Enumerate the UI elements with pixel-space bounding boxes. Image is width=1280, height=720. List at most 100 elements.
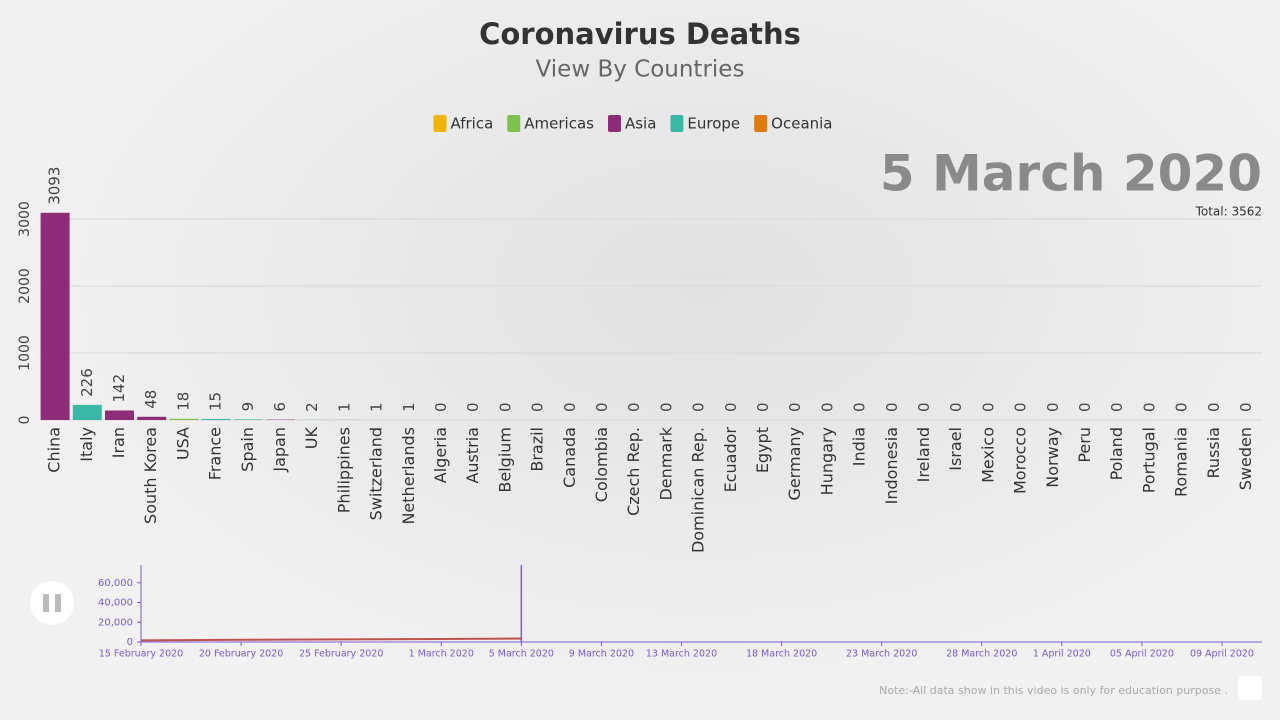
x-tick-label: Portugal bbox=[1139, 427, 1158, 493]
line-series bbox=[140, 637, 522, 642]
y-tick-label: 0 bbox=[17, 416, 33, 425]
value-label: 9 bbox=[239, 402, 257, 412]
value-label: 0 bbox=[1140, 402, 1158, 412]
logo bbox=[1238, 676, 1262, 700]
bar bbox=[105, 410, 134, 420]
x-tick-label: Ecuador bbox=[721, 427, 740, 493]
value-label: 0 bbox=[1173, 402, 1191, 412]
x-tick-label: Colombia bbox=[592, 427, 611, 502]
bar bbox=[137, 416, 167, 420]
value-label: 0 bbox=[1205, 402, 1223, 412]
x-tick-label: Norway bbox=[1043, 427, 1062, 488]
legend-swatch bbox=[507, 115, 521, 132]
bar bbox=[72, 404, 102, 420]
value-label: 0 bbox=[1012, 402, 1030, 412]
value-label: 0 bbox=[657, 402, 675, 412]
y-tick-label: 0 bbox=[127, 637, 133, 648]
x-tick-label: Switzerland bbox=[367, 427, 386, 520]
x-tick-label: Morocco bbox=[1011, 427, 1030, 494]
x-tick-label: 5 March 2020 bbox=[489, 649, 554, 660]
x-tick-label: Brazil bbox=[528, 427, 547, 472]
x-tick-label: Algeria bbox=[431, 427, 450, 483]
x-tick-label: Poland bbox=[1107, 427, 1126, 480]
x-tick-label: France bbox=[206, 427, 225, 480]
x-tick-label: 1 March 2020 bbox=[409, 649, 474, 660]
value-label: 1 bbox=[368, 402, 386, 412]
legend-label: Africa bbox=[450, 115, 493, 133]
date-label: 5 March 2020 bbox=[880, 145, 1262, 203]
value-label: 0 bbox=[1237, 402, 1255, 412]
x-tick-label: Russia bbox=[1204, 427, 1223, 478]
value-label: 142 bbox=[110, 374, 128, 403]
y-tick-label: 60,000 bbox=[98, 578, 133, 589]
pause-button[interactable] bbox=[30, 581, 74, 625]
chart-title: Coronavirus Deaths bbox=[479, 17, 801, 51]
x-tick-label: 23 March 2020 bbox=[846, 649, 917, 660]
x-tick-label: Canada bbox=[560, 427, 579, 488]
legend-swatch bbox=[670, 115, 684, 132]
value-label: 0 bbox=[529, 402, 547, 412]
x-tick-label: Iran bbox=[109, 427, 128, 458]
x-tick-label: Egypt bbox=[753, 427, 772, 473]
value-label: 18 bbox=[174, 392, 192, 411]
x-tick-label: Austria bbox=[463, 427, 482, 484]
x-tick-label: Ireland bbox=[914, 427, 933, 482]
y-tick-label: 1000 bbox=[17, 335, 33, 371]
value-label: 3093 bbox=[46, 167, 64, 205]
x-tick-label: Czech Rep. bbox=[624, 427, 643, 516]
x-tick-label: Mexico bbox=[978, 427, 997, 483]
legend-label: Asia bbox=[625, 115, 656, 133]
total-label: Total: 3562 bbox=[1195, 205, 1262, 219]
value-label: 0 bbox=[1076, 402, 1094, 412]
x-tick-label: Sweden bbox=[1236, 427, 1255, 490]
x-tick-label: 09 April 2020 bbox=[1190, 649, 1254, 660]
y-tick-label: 2000 bbox=[17, 268, 33, 304]
x-tick-label: China bbox=[45, 427, 64, 473]
bar bbox=[40, 212, 70, 420]
x-tick-label: 25 February 2020 bbox=[299, 649, 383, 660]
value-label: 15 bbox=[207, 392, 225, 411]
y-tick-label: 20,000 bbox=[98, 617, 133, 628]
value-label: 0 bbox=[818, 402, 836, 412]
value-label: 0 bbox=[496, 402, 514, 412]
x-tick-label: Germany bbox=[785, 427, 804, 501]
x-tick-label: South Korea bbox=[141, 427, 160, 524]
y-tick-label: 40,000 bbox=[98, 598, 133, 609]
legend-label: Oceania bbox=[771, 115, 832, 133]
value-label: 0 bbox=[625, 402, 643, 412]
x-tick-label: UK bbox=[302, 426, 321, 449]
value-label: 0 bbox=[851, 402, 869, 412]
value-label: 1 bbox=[400, 402, 418, 412]
pause-icon bbox=[43, 594, 49, 612]
x-tick-label: 9 March 2020 bbox=[569, 649, 634, 660]
chart-subtitle: View By Countries bbox=[536, 57, 745, 83]
x-tick-label: Israel bbox=[946, 427, 965, 471]
value-label: 0 bbox=[432, 402, 450, 412]
x-tick-label: 13 March 2020 bbox=[646, 649, 717, 660]
legend-swatch bbox=[433, 115, 447, 132]
value-label: 226 bbox=[78, 368, 96, 397]
bar bbox=[169, 418, 199, 420]
value-label: 0 bbox=[979, 402, 997, 412]
legend-swatch bbox=[754, 115, 768, 132]
legend-label: Europe bbox=[687, 115, 740, 133]
x-tick-label: 15 February 2020 bbox=[99, 649, 183, 660]
value-label: 2 bbox=[303, 402, 321, 412]
x-tick-label: Indonesia bbox=[882, 427, 901, 504]
x-tick-label: 1 April 2020 bbox=[1033, 649, 1091, 660]
x-tick-label: 28 March 2020 bbox=[946, 649, 1017, 660]
value-label: 0 bbox=[593, 402, 611, 412]
x-tick-label: Dominican Rep. bbox=[689, 427, 708, 553]
value-label: 48 bbox=[142, 390, 160, 409]
x-tick-label: Denmark bbox=[656, 426, 675, 500]
value-label: 0 bbox=[722, 402, 740, 412]
legend: Africa Americas Asia Europe Oceania bbox=[433, 115, 833, 133]
x-tick-label: USA bbox=[173, 427, 192, 460]
value-label: 0 bbox=[947, 402, 965, 412]
x-tick-label: Peru bbox=[1075, 427, 1094, 463]
value-label: 0 bbox=[1044, 402, 1062, 412]
value-label: 0 bbox=[561, 402, 579, 412]
pause-icon bbox=[55, 594, 61, 612]
x-tick-label: Italy bbox=[77, 427, 96, 462]
